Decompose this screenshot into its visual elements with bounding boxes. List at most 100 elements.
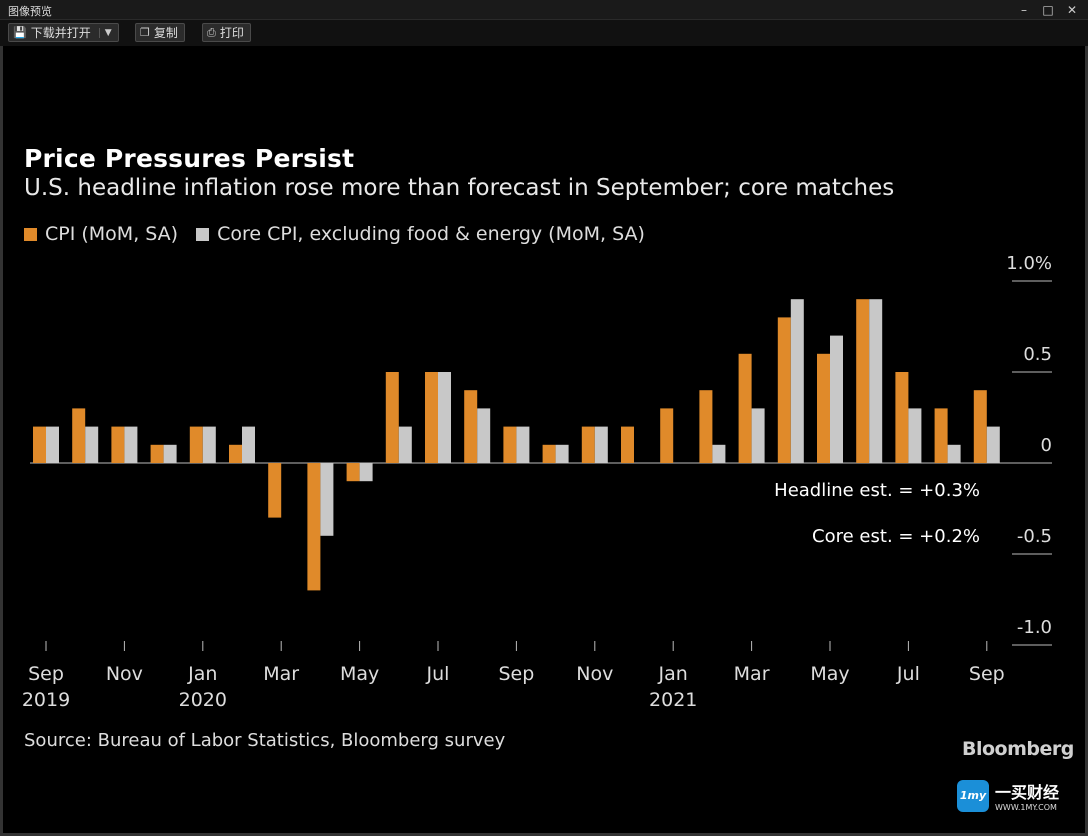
bar-cpi [111, 426, 125, 463]
maximize-icon[interactable]: □ [1042, 3, 1054, 17]
bar-core [790, 299, 804, 463]
x-tick-label-month: May [810, 663, 849, 685]
chart-annotation: Core est. = +0.2% [812, 526, 980, 547]
download-open-button[interactable]: 💾 下载并打开 ▼ [8, 23, 119, 42]
x-tick-label-month: Jul [896, 663, 920, 685]
copy-button[interactable]: ❐ 复制 [135, 23, 185, 42]
bar-cpi [542, 444, 556, 463]
legend-swatch-core [196, 227, 210, 241]
x-tick-label-month: Nov [576, 663, 613, 685]
watermark-badge: 1my [957, 779, 989, 812]
bar-core [594, 426, 608, 463]
bar-cpi [346, 463, 360, 482]
bar-cpi [33, 426, 46, 463]
bar-cpi [934, 408, 948, 463]
dropdown-arrow-icon[interactable]: ▼ [98, 27, 112, 38]
bar-core [46, 426, 59, 463]
toolbar: 💾 下载并打开 ▼ ❐ 复制 ⎙ 打印 [0, 20, 1088, 46]
bar-cpi [150, 444, 164, 463]
bar-cpi [425, 372, 438, 463]
bar-cpi [817, 353, 830, 463]
watermark-name: 一买财经 [995, 783, 1060, 802]
x-tick-label-year: 2019 [22, 689, 70, 711]
bar-core [477, 408, 491, 463]
copy-icon: ❐ [140, 26, 150, 39]
bar-core [947, 444, 961, 463]
print-icon: ⎙ [207, 25, 216, 39]
bar-core [320, 463, 334, 536]
window-controls: – □ ✕ [1014, 1, 1082, 19]
x-tick-label-month: Jul [426, 663, 450, 685]
legend-label-core: Core CPI, excluding food & energy (MoM, … [217, 223, 645, 245]
bar-core [202, 426, 216, 463]
window-titlebar: 图像预览 – □ ✕ [0, 0, 1088, 20]
bar-core [869, 299, 883, 463]
copy-label: 复制 [153, 26, 178, 40]
bar-cpi [268, 463, 282, 518]
print-button[interactable]: ⎙ 打印 [202, 23, 251, 42]
x-tick-label-month: Sep [498, 663, 534, 685]
bar-cpi [581, 426, 595, 463]
bar-core [398, 426, 412, 463]
bar-cpi [895, 372, 909, 463]
x-tick-label-month: Jan [658, 663, 688, 685]
bar-core [85, 426, 99, 463]
legend-item-core: Core CPI, excluding food & energy (MoM, … [196, 223, 645, 245]
bar-cpi [189, 426, 203, 463]
x-tick-label-month: Sep [969, 663, 1005, 685]
window-title: 图像预览 [8, 5, 52, 18]
x-tick-label-month: Mar [734, 663, 770, 685]
x-tick-label-year: 2021 [649, 689, 697, 711]
bar-core [124, 426, 138, 463]
bar-cpi [307, 463, 321, 591]
bar-core [359, 463, 373, 482]
print-label: 打印 [219, 26, 244, 40]
y-tick-label: 0 [1041, 435, 1052, 456]
legend-swatch-cpi [24, 227, 37, 241]
close-icon[interactable]: ✕ [1066, 3, 1078, 17]
chart-title: Price Pressures Persist [24, 144, 355, 173]
y-tick-label: -1.0 [1017, 617, 1052, 638]
save-icon: 💾 [13, 26, 27, 39]
chart-annotation: Headline est. = +0.3% [774, 480, 980, 501]
x-tick-label-month: Jan [187, 663, 217, 685]
bar-core [438, 372, 451, 463]
x-tick-label-month: May [340, 663, 379, 685]
legend-item-cpi: CPI (MoM, SA) [24, 223, 178, 245]
bar-cpi [385, 372, 399, 463]
bar-cpi [856, 299, 870, 463]
bloomberg-logo: Bloomberg [962, 738, 1074, 760]
minimize-icon[interactable]: – [1021, 3, 1027, 17]
bar-core [163, 444, 177, 463]
bar-cpi [229, 444, 242, 463]
x-tick-label-month: Mar [263, 663, 299, 685]
bar-cpi [777, 317, 791, 463]
bar-core [908, 408, 922, 463]
chart-source: Source: Bureau of Labor Statistics, Bloo… [24, 730, 506, 751]
download-open-label: 下载并打开 [30, 26, 91, 40]
x-tick-label-month: Nov [106, 663, 143, 685]
bar-cpi [973, 390, 987, 463]
bar-core [830, 335, 843, 463]
bar-cpi [699, 390, 713, 463]
y-tick-label: -0.5 [1017, 526, 1052, 547]
bar-core [516, 426, 530, 463]
bar-core [751, 408, 765, 463]
x-tick-label-month: Sep [28, 663, 64, 685]
bar-cpi [660, 408, 674, 463]
bar-core [555, 444, 569, 463]
x-tick-label-year: 2020 [179, 689, 227, 711]
preview-frame [0, 46, 1088, 836]
watermark: 1my 一买财经 WWW.1MY.COM [957, 779, 1059, 812]
y-tick-label: 0.5 [1023, 344, 1052, 365]
bar-core [986, 426, 1000, 463]
chart-legend: CPI (MoM, SA) Core CPI, excluding food &… [24, 223, 663, 245]
bar-cpi [464, 390, 478, 463]
bar-cpi [72, 408, 86, 463]
bar-cpi [621, 426, 634, 463]
bar-core [712, 444, 726, 463]
legend-label-cpi: CPI (MoM, SA) [45, 223, 179, 245]
watermark-url: WWW.1MY.COM [995, 803, 1057, 812]
bar-cpi [503, 426, 517, 463]
